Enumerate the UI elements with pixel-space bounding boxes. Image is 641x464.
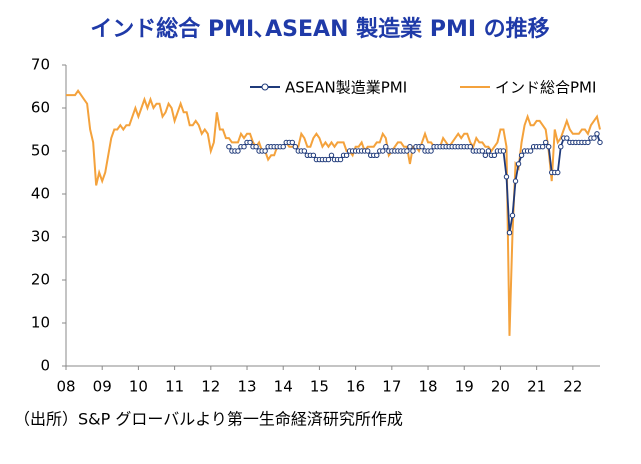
point	[585, 139, 591, 146]
point	[428, 148, 434, 154]
point	[506, 230, 513, 236]
x-tick-label: 20	[491, 378, 510, 396]
point	[262, 148, 268, 154]
point	[253, 144, 259, 150]
x-tick-label: 15	[310, 378, 329, 396]
chart-title: インド総合 PMI､ASEAN 製造業 PMI の推移	[90, 16, 549, 42]
y-tick-label: 20	[31, 271, 50, 289]
point	[289, 139, 295, 146]
point	[558, 144, 564, 150]
x-tick-label: 11	[165, 378, 184, 396]
y-tick-label: 40	[31, 185, 50, 203]
point	[247, 139, 253, 146]
legend-label: ASEAN製造業PMI	[285, 79, 407, 97]
point	[503, 174, 510, 180]
point	[292, 144, 298, 150]
point	[407, 144, 413, 150]
point	[597, 139, 603, 146]
point	[410, 148, 416, 154]
point	[482, 152, 489, 159]
point	[539, 144, 546, 150]
point	[301, 148, 308, 154]
point	[555, 169, 561, 176]
x-tick-label: 13	[237, 378, 256, 396]
point	[512, 178, 519, 184]
point	[280, 144, 286, 150]
legend-marker	[261, 83, 269, 91]
point	[404, 148, 410, 154]
x-tick-label: 17	[382, 378, 401, 396]
point	[594, 131, 600, 137]
point	[515, 161, 522, 167]
point	[527, 148, 534, 154]
y-tick-label: 60	[31, 99, 50, 117]
point	[491, 152, 498, 159]
point	[235, 148, 241, 154]
y-tick-label: 30	[31, 228, 50, 246]
point	[374, 152, 380, 159]
y-tick-label: 0	[40, 357, 50, 375]
point	[380, 148, 386, 154]
point	[364, 148, 371, 154]
point	[310, 152, 317, 159]
point	[419, 144, 425, 150]
x-tick-label: 14	[274, 378, 293, 396]
x-tick-label: 10	[129, 378, 148, 396]
x-tick-label: 18	[418, 378, 437, 396]
point	[500, 148, 507, 154]
y-tick-label: 70	[31, 56, 50, 74]
x-tick-label: 12	[201, 378, 220, 396]
x-tick-label: 19	[455, 378, 474, 396]
point	[518, 152, 525, 159]
y-tick-label: 10	[31, 314, 50, 332]
point	[509, 212, 516, 219]
point	[591, 135, 597, 141]
point	[479, 148, 486, 154]
point	[546, 144, 552, 150]
point	[383, 144, 389, 150]
point	[325, 156, 332, 163]
x-tick-label: 16	[346, 378, 365, 396]
point	[241, 144, 247, 150]
point	[467, 144, 473, 150]
point	[542, 139, 549, 146]
x-tick-label: 08	[56, 378, 75, 396]
point	[226, 144, 232, 150]
point	[343, 152, 350, 159]
x-tick-label: 21	[527, 378, 546, 396]
point	[328, 152, 335, 159]
point	[485, 148, 492, 154]
legend-label: インド総合PMI	[495, 79, 596, 97]
point	[337, 156, 344, 163]
x-tick-label: 22	[563, 378, 582, 396]
y-tick-label: 50	[31, 142, 50, 160]
series-line	[66, 89, 601, 336]
x-tick-label: 09	[93, 378, 112, 396]
source-note: （出所）S&P グローバルより第一生命経済研究所作成	[14, 410, 403, 429]
point	[564, 135, 570, 141]
